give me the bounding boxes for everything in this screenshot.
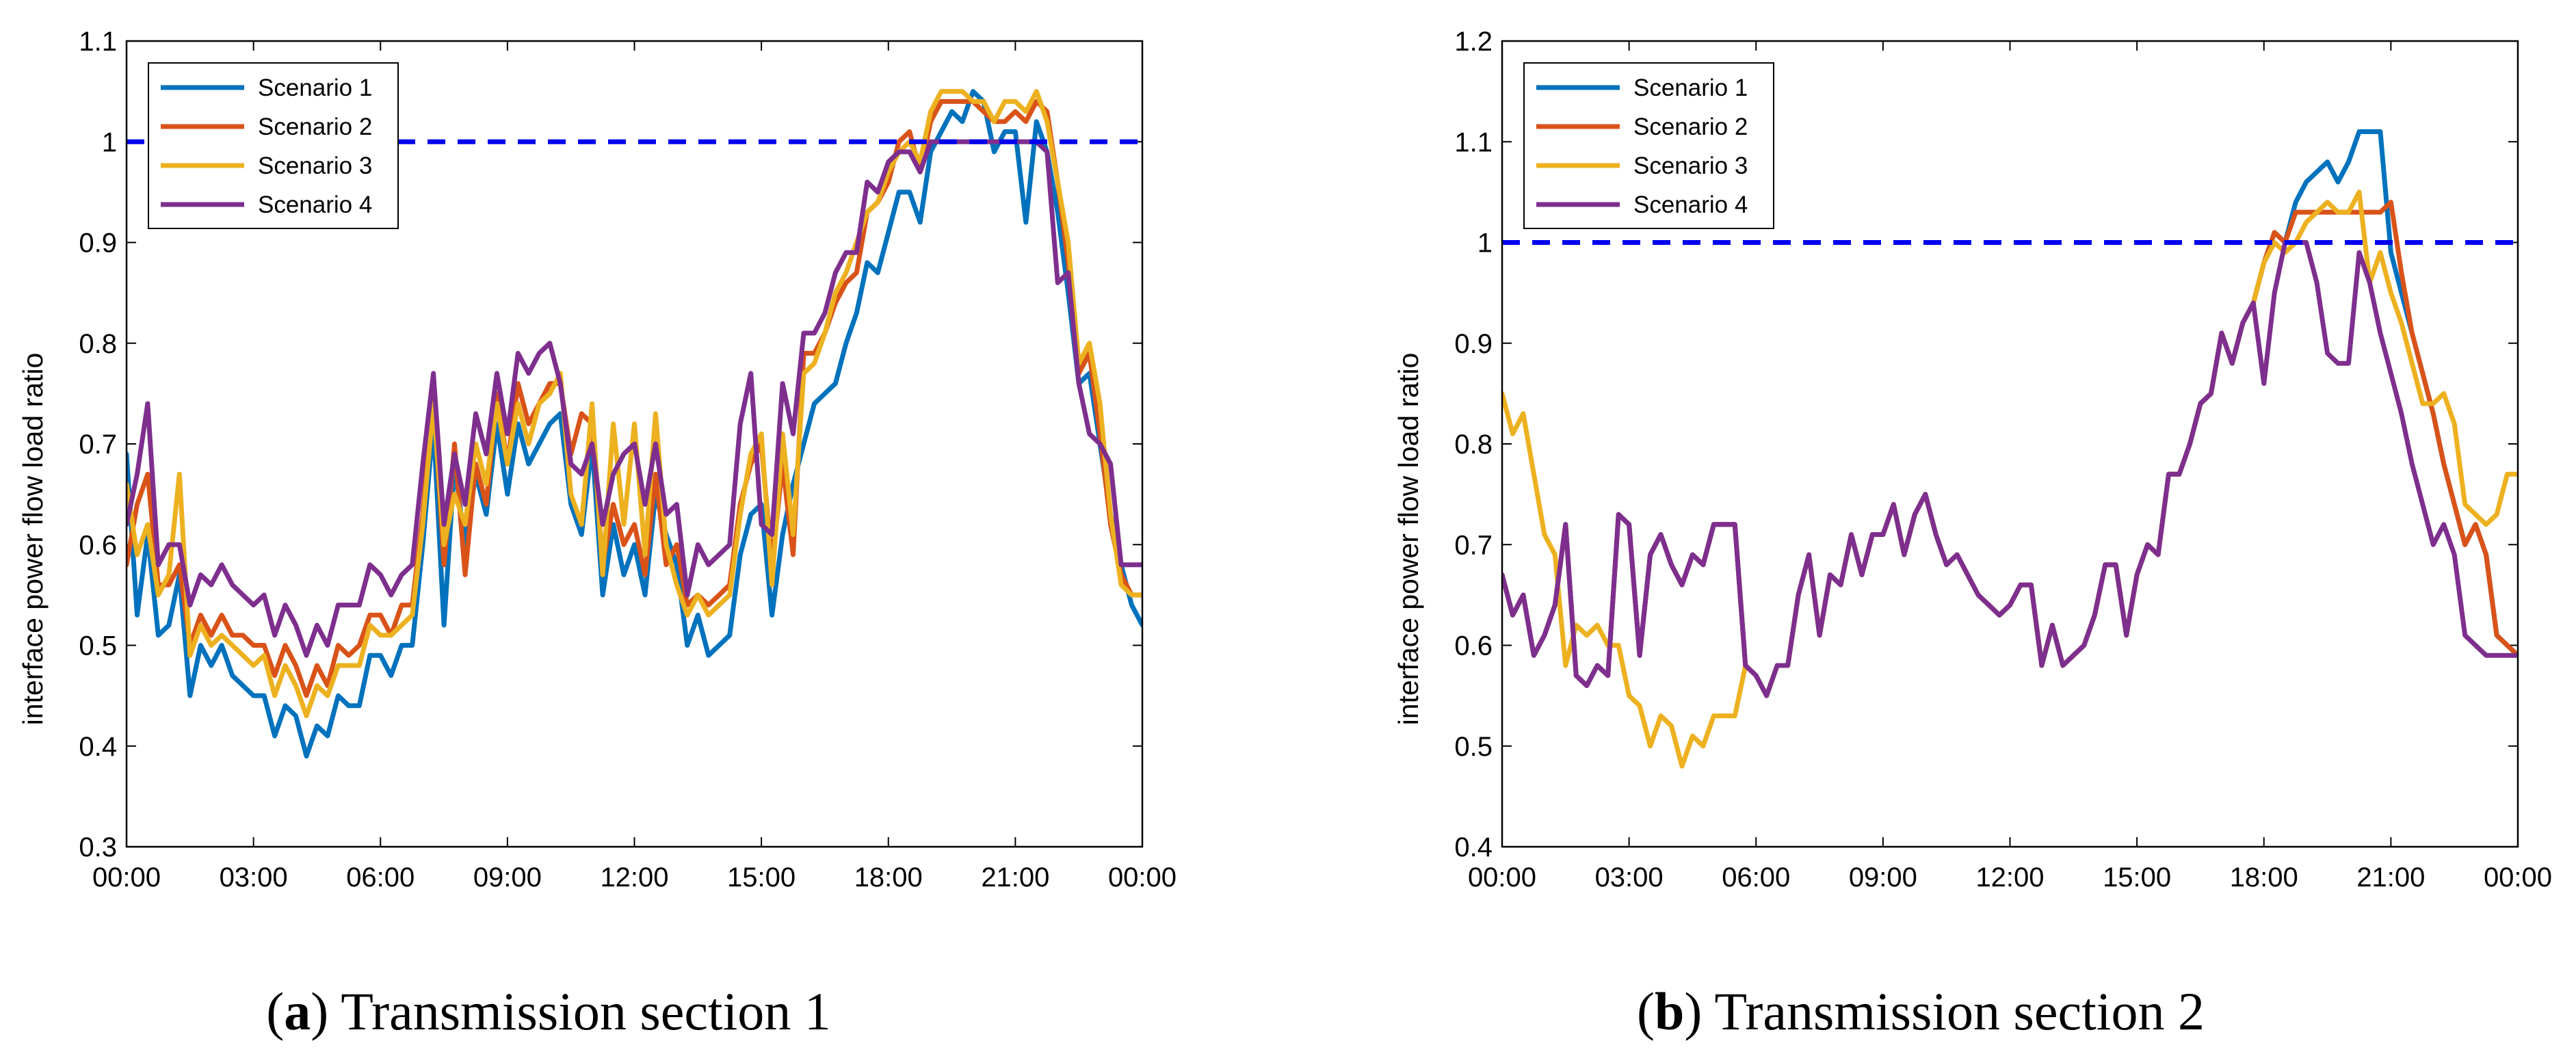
- panel-a-x-tick-label: 06:00: [346, 862, 415, 893]
- panel-b-series-group: [1502, 129, 2518, 769]
- panel-b-legend-label-scenario-2: Scenario 2: [1633, 114, 1748, 140]
- panel-b-letter: b: [1655, 981, 1684, 1041]
- panel-b-x-tick-label: 18:00: [2230, 862, 2298, 893]
- panel-b-x-tick-label: 12:00: [1975, 862, 2044, 893]
- panel-b-legend-label-scenario-4: Scenario 4: [1633, 192, 1748, 218]
- panel-a-caption-text: Transmission section 1: [341, 981, 831, 1041]
- panel-b-series-line-scenario-4: [1502, 240, 2518, 698]
- panel-a-x-tick-label: 15:00: [727, 862, 796, 893]
- panel-b-x-tick-label: 03:00: [1595, 862, 1664, 893]
- panel-a-series-line-scenario-3: [127, 89, 1142, 719]
- panel-b-axes-box: [1501, 40, 2519, 848]
- panel-a-x-tick-label: 12:00: [600, 862, 668, 893]
- panel-b-x-tick-label: 00:00: [2484, 862, 2552, 893]
- panel-a-y-tick-label: 0.6: [79, 530, 117, 560]
- panel-a-legend-label-scenario-4: Scenario 4: [258, 192, 372, 218]
- panel-a-x-tick-label: 21:00: [981, 862, 1049, 893]
- panel-a-y-axis-label: interface power flow load ratio: [17, 353, 49, 726]
- panel-a-y-tick-label: 0.7: [79, 430, 117, 460]
- panel-b-legend-box: [1523, 62, 1774, 229]
- panel-a-transmission-section-1: 0.3 0.4 0.5 0.6 0.7 0.8 0.9 1 1.1 00:00 03:00 06:00…: [17, 27, 1177, 1041]
- panel-a-y-tick-label: 0.9: [79, 228, 117, 259]
- panel-a-y-tick-label: 1: [102, 127, 117, 157]
- panel-b-transmission-section-2: 0.4 0.5 0.6 0.7 0.8 0.9 1 1.1 1.2 00:00 03:00 06:00…: [1393, 27, 2552, 1041]
- panel-a-y-tick-label: 0.5: [79, 631, 117, 661]
- panel-a-legend-label-scenario-2: Scenario 2: [258, 114, 372, 140]
- panel-b-legend-label-scenario-3: Scenario 3: [1633, 153, 1748, 179]
- panel-a-plot-content: 0.3 0.4 0.5 0.6 0.7 0.8 0.9 1 1.1 00:00 03:00 06:00…: [79, 27, 1177, 893]
- panel-a-y-tick-label: 0.8: [79, 329, 117, 359]
- panel-b-y-tick-label: 1.1: [1454, 127, 1493, 157]
- panel-b-y-tick-label: 0.4: [1454, 832, 1493, 862]
- panel-b-x-tick-label: 21:00: [2356, 862, 2425, 893]
- panel-a-x-tick-label: 00:00: [92, 862, 161, 893]
- panel-b-x-tick-label: 00:00: [1468, 862, 1536, 893]
- panel-a-caption: (a) Transmission section 1: [266, 981, 831, 1041]
- panel-a-y-tick-label: 0.4: [79, 732, 117, 762]
- panel-b-legend-label-scenario-1: Scenario 1: [1633, 75, 1748, 101]
- panel-a-x-tick-label: 09:00: [473, 862, 542, 893]
- panel-a-x-tick-label: 00:00: [1108, 862, 1177, 893]
- panel-b-y-tick-label: 1.2: [1454, 27, 1493, 57]
- panel-a-x-tick-label: 03:00: [220, 862, 288, 893]
- panel-a-axes-box: [125, 40, 1144, 848]
- panel-b-y-tick-label: 0.9: [1454, 329, 1493, 359]
- panel-b-x-tick-label: 06:00: [1722, 862, 1790, 893]
- panel-a-x-tick-label: 18:00: [854, 862, 923, 893]
- panel-b-y-axis-label: interface power flow load ratio: [1393, 353, 1424, 726]
- panel-a-legend-label-scenario-1: Scenario 1: [258, 75, 372, 101]
- panel-b-y-tick-label: 0.7: [1454, 530, 1493, 560]
- panel-b-y-tick-label: 0.6: [1454, 631, 1493, 661]
- panel-b-y-tick-label: 0.8: [1454, 430, 1493, 460]
- panel-a-y-tick-label: 1.1: [79, 27, 117, 57]
- panel-a-y-tick-label: 0.3: [79, 832, 117, 862]
- panel-a-legend-box: [148, 62, 399, 229]
- panel-b-x-tick-label: 09:00: [1849, 862, 1917, 893]
- panel-a-legend-label-scenario-3: Scenario 3: [258, 153, 372, 179]
- panel-b-caption: (b) Transmission section 2: [1637, 981, 2205, 1041]
- panel-b-plot-content: 0.4 0.5 0.6 0.7 0.8 0.9 1 1.1 1.2 00:00 03:00 06:00…: [1454, 27, 2552, 893]
- panel-b-y-tick-label: 1: [1477, 228, 1493, 259]
- panel-b-x-tick-label: 15:00: [2103, 862, 2171, 893]
- panel-b-legend: Scenario 1 Scenario 2 Scenario 3 Scenario 4: [1523, 62, 1774, 229]
- panel-a-letter: a: [284, 981, 311, 1041]
- panel-a-legend: Scenario 1 Scenario 2 Scenario 3 Scenario 4: [148, 62, 399, 229]
- panel-b-caption-text: Transmission section 2: [1714, 981, 2205, 1041]
- panel-a-series-line-scenario-1: [127, 89, 1142, 759]
- panel-b-y-tick-label: 0.5: [1454, 732, 1493, 762]
